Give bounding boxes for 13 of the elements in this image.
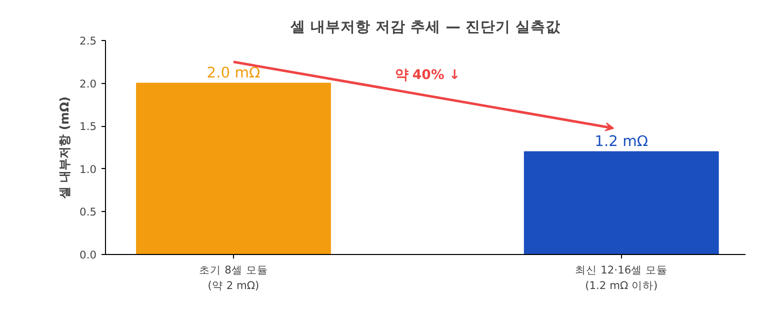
text: 1.0 — [80, 162, 97, 176]
data-label: 2.0 mΩ — [206, 64, 260, 82]
data-label: 1.2 mΩ — [594, 132, 648, 150]
annotation: 약 40% ↓ — [394, 68, 460, 84]
x-tick-label: 초기 8셀 모듈 (약 2 mΩ) — [199, 264, 268, 292]
x-tick-label: 최신 12·16셀 모듈 (1.2 mΩ 이하) — [575, 264, 668, 292]
text: 0.0 — [80, 248, 97, 262]
y-axis-title: 셀 내부저항 (mΩ) — [58, 96, 72, 200]
chart-title: 셀 내부저항 저감 추세 — 진단기 실측값 — [289, 18, 562, 36]
text: 2.5 — [80, 34, 97, 48]
text: 1.5 — [80, 120, 97, 134]
text: 2.0 — [80, 77, 97, 90]
text: 0.5 — [80, 206, 97, 219]
